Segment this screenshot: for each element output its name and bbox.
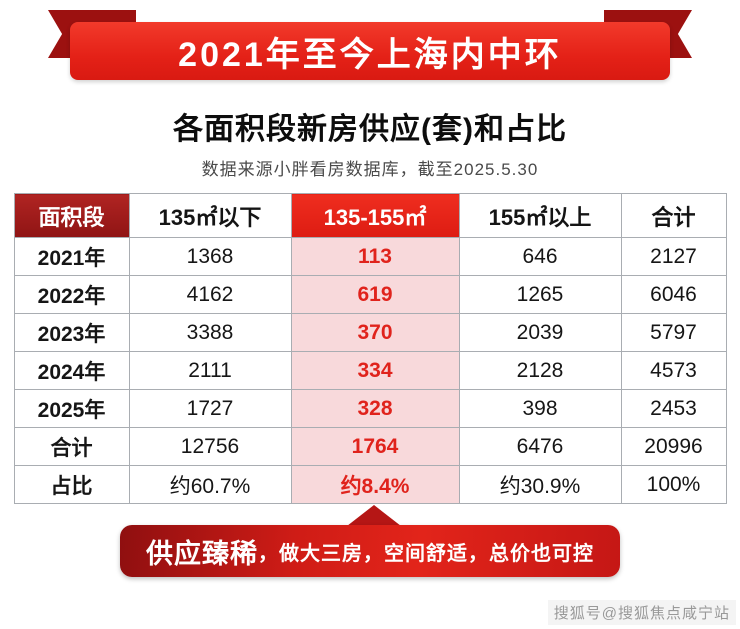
col-header-135-155-highlight: 135-155㎡: [290, 193, 460, 238]
table-cell-highlight: 约8.4%: [290, 465, 460, 504]
supply-table: 面积段 135㎡以下 135-155㎡ 155㎡以上 合计 2021年 1368…: [13, 193, 727, 504]
table-row-2025: 2025年 1727 328 398 2453: [13, 389, 727, 428]
table-row-2023: 2023年 3388 370 2039 5797: [13, 313, 727, 352]
watermark: 搜狐号@搜狐焦点咸宁站: [547, 600, 736, 625]
table-row-total: 合计 12756 1764 6476 20996: [13, 427, 727, 466]
row-label: 占比: [13, 465, 130, 504]
table-cell: 398: [458, 389, 622, 428]
data-source-note: 数据来源小胖看房数据库，截至2025.5.30: [201, 160, 539, 179]
row-label: 2025年: [13, 389, 130, 428]
table-cell-highlight: 619: [290, 275, 460, 314]
row-label: 2021年: [13, 237, 130, 276]
table-cell: 646: [458, 237, 622, 276]
page-title: 各面积段新房供应(套)和占比: [173, 113, 567, 146]
table-cell: 约30.9%: [458, 465, 622, 504]
callout-pointer-icon: [347, 505, 401, 526]
row-label: 合计: [13, 427, 130, 466]
table-cell-highlight: 328: [290, 389, 460, 428]
table-cell: 1727: [128, 389, 292, 428]
table-cell: 1368: [128, 237, 292, 276]
table-row-2022: 2022年 4162 619 1265 6046: [13, 275, 727, 314]
callout-highlight-text: 供应臻稀: [146, 538, 258, 569]
table-cell: 100%: [620, 465, 727, 504]
table-row-2024: 2024年 2111 334 2128 4573: [13, 351, 727, 390]
table-cell: 6046: [620, 275, 727, 314]
row-label: 2023年: [13, 313, 130, 352]
table-cell-highlight: 113: [290, 237, 460, 276]
col-header-under-135: 135㎡以下: [128, 193, 292, 238]
table-row-share: 占比 约60.7% 约8.4% 约30.9% 100%: [13, 465, 727, 504]
col-header-total: 合计: [620, 193, 727, 238]
table-cell-highlight: 370: [290, 313, 460, 352]
table-cell: 4573: [620, 351, 727, 390]
table-cell: 1265: [458, 275, 622, 314]
table-row-2021: 2021年 1368 113 646 2127: [13, 237, 727, 276]
callout-banner: 供应臻稀 ，做大三房，空间舒适，总价也可控: [120, 525, 620, 577]
col-header-over-155: 155㎡以上: [458, 193, 622, 238]
table-cell: 2111: [128, 351, 292, 390]
table-cell: 4162: [128, 275, 292, 314]
row-label: 2022年: [13, 275, 130, 314]
table-cell: 2453: [620, 389, 727, 428]
row-label: 2024年: [13, 351, 130, 390]
table-cell: 约60.7%: [128, 465, 292, 504]
col-header-area-range: 面积段: [13, 193, 130, 238]
table-cell: 3388: [128, 313, 292, 352]
table-cell: 12756: [128, 427, 292, 466]
banner-title: 2021年至今上海内中环: [178, 35, 562, 74]
top-ribbon: 2021年至今上海内中环: [48, 10, 692, 94]
table-cell: 5797: [620, 313, 727, 352]
table-cell: 6476: [458, 427, 622, 466]
table-cell: 2039: [458, 313, 622, 352]
table-header-row: 面积段 135㎡以下 135-155㎡ 155㎡以上 合计: [13, 193, 727, 238]
ribbon-band: 2021年至今上海内中环: [70, 22, 670, 80]
callout-rest-text: ，做大三房，空间舒适，总价也可控: [258, 542, 594, 565]
table-cell: 2127: [620, 237, 727, 276]
table-cell: 2128: [458, 351, 622, 390]
table-cell-highlight: 334: [290, 351, 460, 390]
table-cell: 20996: [620, 427, 727, 466]
table-cell-highlight: 1764: [290, 427, 460, 466]
